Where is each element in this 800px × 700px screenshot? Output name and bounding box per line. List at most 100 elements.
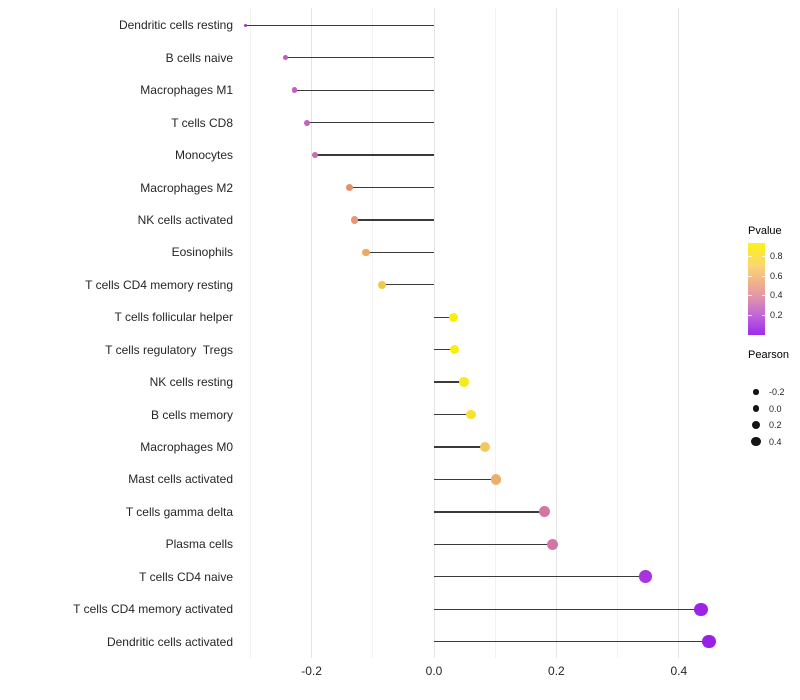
- lollipop-dot: [346, 183, 354, 192]
- pearson-legend-label: -0.2: [769, 387, 785, 397]
- lollipop-dot: [539, 506, 551, 518]
- lollipop-stem: [434, 608, 701, 610]
- pearson-legend-title: Pearson: [748, 349, 789, 361]
- pearson-legend-label: 0.4: [769, 436, 782, 447]
- lollipop-dot: [304, 119, 311, 126]
- y-axis-label: NK cells activated: [137, 212, 233, 227]
- y-axis-label: Dendritic cells activated: [106, 634, 233, 649]
- lollipop-stem: [434, 641, 709, 643]
- lollipop-stem: [434, 349, 455, 351]
- gridline-minor: [494, 8, 496, 658]
- pvalue-legend: Pvalue 0.8 0.6 0.4 0.2: [748, 225, 800, 335]
- lollipop-dot: [702, 634, 716, 649]
- lollipop-stem: [366, 251, 434, 254]
- colorbar-tick-mark: [748, 255, 752, 257]
- y-axis-label: B cells naive: [165, 50, 233, 65]
- y-axis-label: Eosinophils: [171, 245, 233, 260]
- gridline-major: [433, 8, 435, 658]
- y-axis-label: Monocytes: [174, 148, 233, 163]
- x-axis-tick-label: 0.0: [425, 664, 443, 678]
- x-axis-tick-label: 0.2: [548, 664, 565, 678]
- lollipop-dot: [459, 377, 469, 387]
- y-axis-label: T cells CD4 memory resting: [85, 277, 233, 292]
- lollipop-dot: [362, 248, 370, 257]
- lollipop-dot: [639, 570, 653, 584]
- colorbar-tick-label: 0.4: [770, 290, 783, 301]
- lollipop-dot: [490, 474, 501, 485]
- lollipop-dot: [350, 216, 359, 224]
- pearson-legend-dot: [753, 389, 759, 395]
- gridline-major: [555, 8, 557, 658]
- colorbar-tick-mark: [748, 315, 752, 317]
- y-axis-label: T cells CD4 memory activated: [73, 602, 233, 617]
- pearson-size-legend: Pearson -0.2 0.0 0.2 0.4: [748, 349, 800, 457]
- lollipop-stem: [434, 543, 553, 545]
- y-axis-label: B cells memory: [150, 407, 233, 422]
- pearson-legend-dot: [752, 405, 760, 413]
- lollipop-stem: [245, 24, 434, 26]
- colorbar-tick-label: 0.2: [770, 310, 783, 321]
- lollipop-dot: [378, 280, 386, 289]
- colorbar-tick-mark: [761, 255, 765, 257]
- y-axis-label: T cells CD8: [171, 115, 233, 130]
- y-axis-label: T cells gamma delta: [125, 504, 233, 519]
- lollipop-dot: [694, 602, 708, 616]
- lollipop-stem: [315, 154, 434, 156]
- lollipop-dot: [282, 55, 288, 61]
- colorbar-tick-label: 0.6: [770, 270, 783, 281]
- lollipop-stem: [354, 219, 434, 221]
- lollipop-stem: [349, 186, 434, 189]
- lollipop-stem: [434, 576, 646, 578]
- lollipop-stem: [381, 284, 434, 286]
- colorbar-tick-mark: [748, 295, 752, 297]
- lollipop-dot: [465, 409, 476, 420]
- colorbar-tick-mark: [761, 295, 765, 297]
- pvalue-colorbar-wrap: 0.8 0.6 0.4 0.2: [748, 243, 800, 335]
- x-axis-tick-label: 0.4: [670, 664, 688, 678]
- y-axis-label: Dendritic cells resting: [118, 18, 233, 33]
- lollipop-stem: [285, 57, 434, 59]
- lollipop-dot: [448, 312, 459, 322]
- y-axis-label: Macrophages M0: [140, 440, 233, 455]
- gridline-major: [311, 8, 313, 658]
- lollipop-stem: [307, 121, 434, 124]
- pvalue-legend-title: Pvalue: [748, 225, 782, 237]
- lollipop-dot: [480, 442, 491, 452]
- lollipop-stem: [434, 446, 486, 448]
- gridline-major: [678, 8, 680, 658]
- lollipop-stem: [434, 381, 464, 383]
- lollipop-stem: [434, 511, 545, 513]
- y-axis-label: Macrophages M2: [140, 180, 233, 195]
- x-axis-tick-label: -0.2: [301, 664, 322, 678]
- colorbar-tick-mark: [761, 315, 765, 317]
- gridline-minor: [372, 8, 374, 658]
- colorbar-tick-mark: [761, 275, 765, 277]
- y-axis-label: Plasma cells: [165, 537, 233, 552]
- pearson-legend-entries: -0.2 0.0 0.2 0.4: [748, 362, 800, 457]
- pvalue-colorbar-ticks: 0.8 0.6 0.4 0.2: [748, 243, 800, 335]
- lollipop-dot: [291, 87, 298, 93]
- y-axis-label: Macrophages M1: [140, 83, 233, 98]
- y-axis-label: T cells CD4 naive: [139, 569, 233, 584]
- pearson-legend-label: 0.0: [769, 403, 782, 414]
- colorbar-tick-label: 0.8: [770, 250, 783, 261]
- lollipop-dot: [450, 344, 460, 355]
- pvalue-colorbar: [748, 243, 765, 335]
- lollipop-dot: [312, 152, 319, 159]
- gridline-minor: [617, 8, 619, 658]
- lollipop-stem: [294, 89, 434, 91]
- y-axis-label: T cells regulatory Tregs: [105, 342, 233, 357]
- gridline-minor: [249, 8, 251, 658]
- pearson-legend-dot: [751, 421, 761, 430]
- y-axis-label: NK cells resting: [149, 375, 233, 390]
- lollipop-stem: [434, 478, 496, 481]
- y-axis-label: T cells follicular helper: [114, 310, 234, 325]
- pearson-legend-dot: [751, 437, 761, 447]
- lollipop-dot: [243, 23, 248, 27]
- colorbar-tick-mark: [748, 275, 752, 277]
- y-axis-label: Mast cells activated: [128, 472, 233, 487]
- lollipop-stem: [434, 316, 454, 318]
- lollipop-stem: [434, 413, 471, 416]
- pearson-legend-label: 0.2: [769, 420, 782, 431]
